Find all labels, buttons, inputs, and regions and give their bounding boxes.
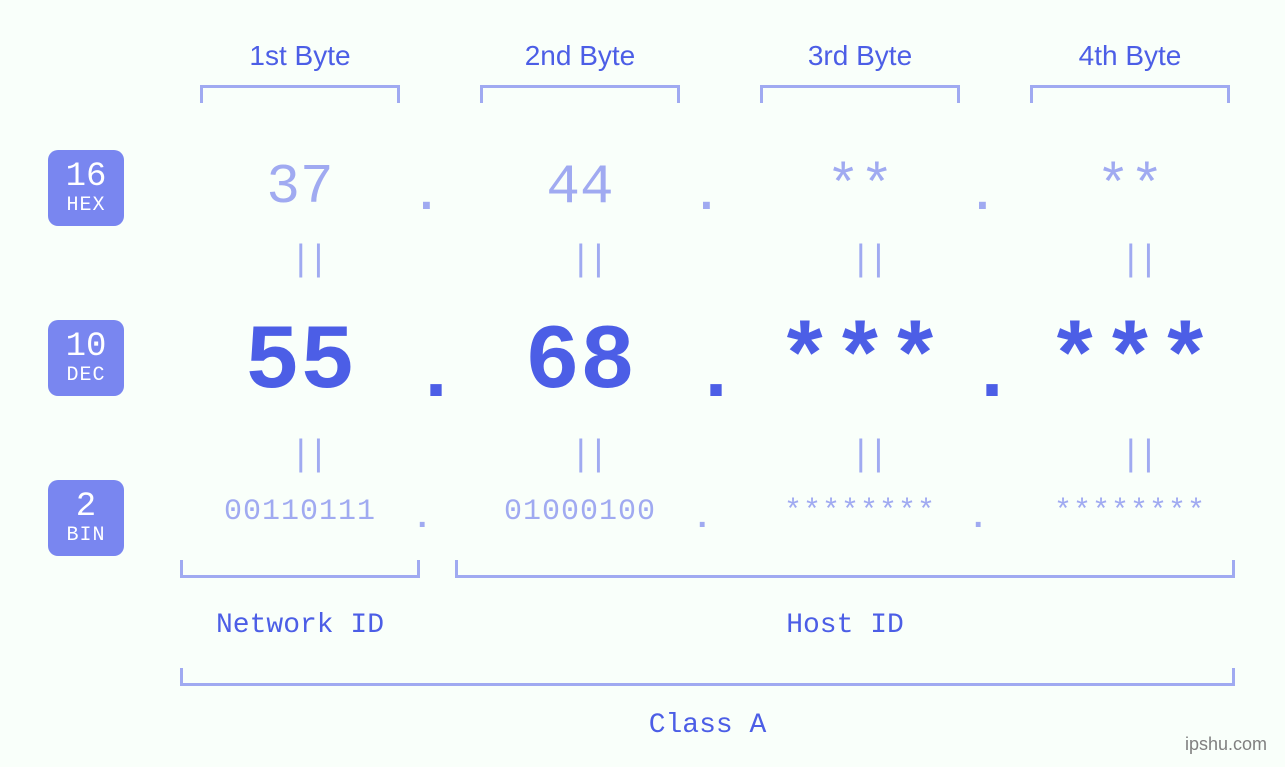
- bracket-network-id: [180, 560, 420, 578]
- byte-header-4: 4th Byte: [1010, 40, 1250, 72]
- bin-byte-2: 01000100: [460, 495, 700, 529]
- bracket-host-id: [455, 560, 1235, 578]
- equals-hex-dec-2: ||: [570, 240, 605, 281]
- badge-hex-label: HEX: [66, 195, 105, 216]
- top-bracket-4: [1030, 85, 1230, 103]
- badge-bin-label: BIN: [66, 525, 105, 546]
- label-class: Class A: [180, 710, 1235, 741]
- label-host-id: Host ID: [455, 610, 1235, 641]
- dot-hex-3: .: [968, 170, 997, 224]
- equals-dec-bin-1: ||: [290, 435, 325, 476]
- hex-byte-2: 44: [460, 155, 700, 219]
- label-network-id: Network ID: [180, 610, 420, 641]
- hex-byte-1: 37: [180, 155, 420, 219]
- watermark: ipshu.com: [1185, 734, 1267, 755]
- byte-header-3: 3rd Byte: [740, 40, 980, 72]
- badge-hex-num: 16: [66, 160, 107, 196]
- top-bracket-3: [760, 85, 960, 103]
- badge-hex: 16 HEX: [48, 150, 124, 226]
- top-bracket-1: [200, 85, 400, 103]
- dot-bin-1: .: [412, 500, 432, 538]
- badge-dec-num: 10: [66, 330, 107, 366]
- hex-byte-4: **: [1010, 155, 1250, 219]
- bin-byte-4: ********: [1010, 495, 1250, 529]
- badge-bin-num: 2: [76, 490, 96, 526]
- byte-header-1: 1st Byte: [180, 40, 420, 72]
- dot-dec-2: .: [692, 330, 740, 421]
- bin-byte-1: 00110111: [180, 495, 420, 529]
- badge-dec-label: DEC: [66, 365, 105, 386]
- badge-dec: 10 DEC: [48, 320, 124, 396]
- equals-dec-bin-4: ||: [1120, 435, 1155, 476]
- dot-dec-3: .: [968, 330, 1016, 421]
- dec-byte-3: ***: [740, 310, 980, 415]
- dot-hex-1: .: [412, 170, 441, 224]
- equals-dec-bin-2: ||: [570, 435, 605, 476]
- top-bracket-2: [480, 85, 680, 103]
- equals-hex-dec-4: ||: [1120, 240, 1155, 281]
- bin-byte-3: ********: [740, 495, 980, 529]
- byte-header-2: 2nd Byte: [460, 40, 700, 72]
- dec-byte-4: ***: [1010, 310, 1250, 415]
- hex-byte-3: **: [740, 155, 980, 219]
- badge-bin: 2 BIN: [48, 480, 124, 556]
- bracket-class: [180, 668, 1235, 686]
- dec-byte-1: 55: [180, 310, 420, 415]
- equals-hex-dec-1: ||: [290, 240, 325, 281]
- dot-bin-3: .: [968, 500, 988, 538]
- equals-hex-dec-3: ||: [850, 240, 885, 281]
- dec-byte-2: 68: [460, 310, 700, 415]
- dot-dec-1: .: [412, 330, 460, 421]
- dot-bin-2: .: [692, 500, 712, 538]
- dot-hex-2: .: [692, 170, 721, 224]
- ip-bytes-diagram: 16 HEX 10 DEC 2 BIN 1st Byte 2nd Byte 3r…: [0, 0, 1285, 767]
- equals-dec-bin-3: ||: [850, 435, 885, 476]
